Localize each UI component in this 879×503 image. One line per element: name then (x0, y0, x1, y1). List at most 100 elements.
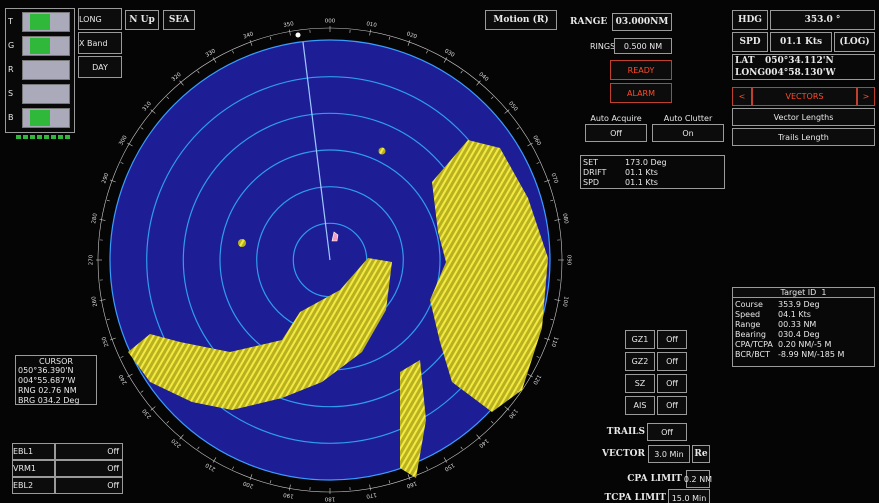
status-led (16, 135, 21, 139)
bearing-tick (491, 96, 494, 99)
limit-value[interactable]: 3.0 Min (648, 445, 690, 463)
auto-clutter-button[interactable]: On (652, 124, 724, 142)
bearing-tick (150, 406, 156, 411)
limit-value[interactable]: 0.2 NM (684, 470, 712, 488)
zone-label: GZ1 (625, 330, 655, 349)
cursor-line: 050°36.390'N (18, 365, 74, 375)
bearing-tick (407, 40, 411, 46)
cursor-line: RNG 02.76 NM (18, 385, 77, 395)
auto-acquire-button[interactable]: Off (585, 124, 647, 142)
bearing-label: 260 (91, 295, 99, 307)
indicator-label: R (8, 64, 14, 74)
limit-value[interactable]: 15.0 Min (668, 489, 710, 503)
rings-value[interactable]: 0.500 NM (614, 38, 672, 54)
bearing-tick (289, 484, 291, 491)
bearing-label: 070 (550, 172, 559, 184)
bearing-label: 200 (242, 479, 254, 488)
bearing-tick (460, 446, 463, 450)
limit-label: CPA LIMIT (627, 474, 682, 484)
bearing-label: 240 (118, 373, 129, 386)
bearing-tick (127, 373, 133, 378)
vectors-item[interactable]: Vector Lengths (732, 108, 875, 126)
bearing-tick (106, 199, 110, 202)
bearing-tick (550, 199, 554, 202)
ebl-vrm-label[interactable]: VRM1 (12, 460, 55, 477)
vectors-prev[interactable]: < (732, 87, 752, 106)
palette[interactable]: DAY (78, 56, 122, 78)
land-echo (400, 360, 426, 478)
bearing-tick (516, 390, 520, 393)
spd-source[interactable]: (LOG) (834, 32, 875, 52)
spd-value: 01.1 Kts (770, 32, 832, 52)
range-scale[interactable]: LONG (78, 8, 122, 30)
ebl-vrm-value[interactable]: Off (55, 460, 123, 477)
bearing-tick (443, 57, 448, 63)
bearing-tick (554, 219, 561, 221)
auto-clutter-label: Auto Clutter (663, 113, 713, 123)
bearing-label: 160 (405, 480, 417, 489)
ebl-vrm-value[interactable]: Off (55, 477, 123, 494)
status-led (37, 135, 42, 139)
bearing-tick (544, 179, 550, 183)
bearing-tick (476, 434, 481, 440)
bearing-tick (99, 299, 106, 301)
bearing-tick (426, 50, 428, 54)
ebl-vrm-label[interactable]: EBL1 (12, 443, 55, 460)
zone-value[interactable]: Off (657, 374, 687, 393)
vectors-next[interactable]: > (857, 87, 875, 106)
hdg-value: 353.0 ° (770, 10, 875, 30)
target-echo (238, 239, 246, 247)
bearing-label: 140 (477, 437, 489, 449)
target-value: 353.9 Deg (778, 299, 820, 309)
clutter-button[interactable]: SEA (163, 10, 195, 30)
bearing-label: 080 (561, 213, 569, 225)
ebl-vrm-value[interactable]: Off (55, 443, 123, 460)
bearing-tick (249, 40, 253, 46)
zone-value[interactable]: Off (657, 352, 687, 371)
orientation-button[interactable]: N Up (125, 10, 159, 30)
band[interactable]: X Band (78, 32, 122, 54)
bearing-tick (289, 29, 291, 36)
bearing-label: 020 (406, 31, 418, 40)
bearing-tick (212, 57, 217, 63)
vectors-item[interactable]: Trails Length (732, 128, 875, 146)
bearing-label: 000 (325, 19, 336, 25)
vector-mode[interactable]: Re (692, 445, 710, 463)
range-value[interactable]: 03.000NM (612, 13, 672, 31)
bearing-label: 090 (566, 255, 572, 266)
set-drift-label: SPD (583, 177, 600, 187)
set-drift-value: 173.0 Deg (625, 157, 667, 167)
bearing-tick (179, 434, 184, 440)
bearing-label: 210 (204, 461, 217, 472)
bearing-tick (407, 474, 411, 480)
set-drift-label: SET (583, 157, 599, 167)
bearing-label: 220 (170, 437, 182, 449)
bearing-tick (544, 337, 550, 341)
motion-button[interactable]: Motion (R) (485, 10, 557, 30)
target-field: Bearing (735, 329, 766, 339)
heading-line (302, 41, 331, 261)
alarm-indicator[interactable]: ALARM (610, 83, 672, 103)
ebl-vrm-label[interactable]: EBL2 (12, 477, 55, 494)
bearing-tick (197, 446, 200, 450)
bearing-tick (166, 421, 169, 424)
bearing-tick (426, 466, 428, 470)
limit-value[interactable]: Off (647, 423, 687, 441)
bearing-tick (99, 219, 106, 221)
land-echo (128, 258, 392, 410)
zone-value[interactable]: Off (657, 396, 687, 415)
auto-acquire-label: Auto Acquire (590, 113, 642, 123)
bearing-tick (232, 50, 234, 54)
bearing-tick (550, 318, 554, 321)
bearing-tick (269, 36, 272, 40)
bearing-tick (536, 162, 540, 164)
bearing-tick (443, 457, 448, 463)
cursor-panel (15, 355, 97, 405)
status-led (30, 135, 35, 139)
indicator-level (30, 110, 50, 126)
zone-value[interactable]: Off (657, 330, 687, 349)
bearing-tick (212, 457, 217, 463)
bearing-tick (536, 356, 540, 358)
bearing-tick (527, 373, 533, 378)
